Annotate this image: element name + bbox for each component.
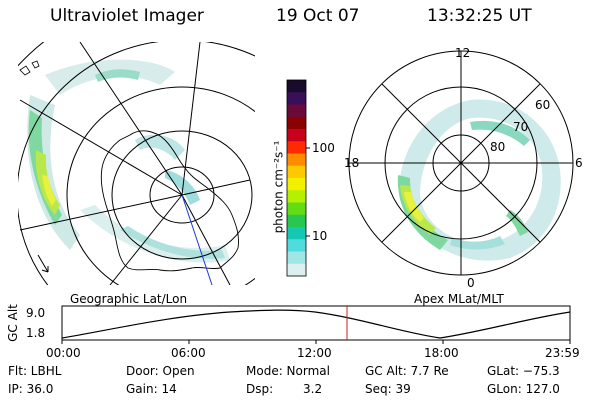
colorbar-units-label: photon cm⁻²s⁻¹ (271, 140, 286, 234)
status-seq: Seq: 39 (365, 382, 411, 396)
alt-xtick-2: 12:00 (297, 346, 332, 360)
direction-arrow (37, 254, 49, 273)
mlat-label-70: 70 (513, 120, 529, 134)
colorbar-tick-label-10: 10 (312, 229, 328, 243)
status-door: Door: Open (126, 364, 195, 378)
status-glat: GLat: −75.3 (487, 364, 560, 378)
geographic-map (18, 42, 255, 285)
alt-xtick-0: 00:00 (46, 346, 81, 360)
longitude-lines (19, 42, 251, 285)
altitude-curve (61, 309, 571, 339)
colorbar-segment (287, 190, 306, 203)
status-flt: Flt: LBHL (8, 364, 62, 378)
colorbar-segment (287, 153, 306, 167)
alt-xtick-3: 18:00 (424, 346, 459, 360)
alt-ytick-high: 9.0 (26, 306, 46, 320)
latitude-circles (18, 42, 255, 285)
status-glon: GLon: 127.0 (487, 382, 560, 396)
alt-ytick-low: 1.8 (26, 326, 46, 340)
instrument-title: Ultraviolet Imager (50, 6, 204, 26)
aurora-glow-left (27, 59, 230, 263)
alt-axis-label: GC Alt (5, 304, 20, 342)
colorbar-segment (287, 263, 306, 277)
mlt-label-12: 12 (455, 46, 471, 60)
polar-grid (348, 50, 574, 276)
time-label: 13:32:25 UT (427, 6, 532, 26)
coastline (100, 130, 239, 272)
date-label: 19 Oct 07 (276, 6, 360, 26)
colorbar-segment (287, 116, 306, 130)
polar-plot (397, 99, 561, 261)
colorbar-segment (287, 129, 306, 142)
mlt-label-18: 18 (344, 156, 360, 170)
mlat-label-80: 80 (490, 140, 506, 154)
colorbar-segment (287, 251, 306, 265)
mlt-label-6: 6 (575, 156, 583, 170)
mlat-label-60: 60 (535, 98, 551, 112)
colorbar-segment (287, 165, 306, 179)
status-dsp-label: Dsp: (246, 382, 274, 396)
alt-xtick-4: 23:59 (545, 346, 580, 360)
aurora-oval (397, 99, 561, 261)
noon-meridian (181, 194, 213, 285)
status-dsp-value: 3.2 (303, 382, 323, 396)
colorbar-segment (287, 239, 306, 252)
colorbar-tick-label-100: 100 (312, 141, 335, 155)
right-panel-caption: Apex MLat/MLT (414, 292, 504, 306)
colorbar-segment (287, 227, 306, 240)
colorbar-segment (287, 141, 306, 154)
colorbar-segment (287, 202, 306, 216)
mlt-label-0: 0 (467, 276, 475, 290)
alt-xtick-1: 06:00 (171, 346, 206, 360)
colorbar-segment (287, 92, 306, 105)
status-mode: Mode: Normal (246, 364, 330, 378)
colorbar-segment (287, 104, 306, 118)
colorbar (287, 80, 306, 277)
altitude-strip (61, 305, 571, 344)
colorbar-frame (286, 79, 307, 277)
status-gain: Gain: 14 (126, 382, 177, 396)
status-ip: IP: 36.0 (8, 382, 54, 396)
left-panel-caption: Geographic Lat/Lon (70, 292, 188, 306)
colorbar-segment (287, 214, 306, 228)
island-outline (19, 60, 40, 76)
colorbar-segment (287, 178, 306, 191)
status-gc-alt: GC Alt: 7.7 Re (365, 364, 449, 378)
colorbar-segment (287, 80, 306, 93)
